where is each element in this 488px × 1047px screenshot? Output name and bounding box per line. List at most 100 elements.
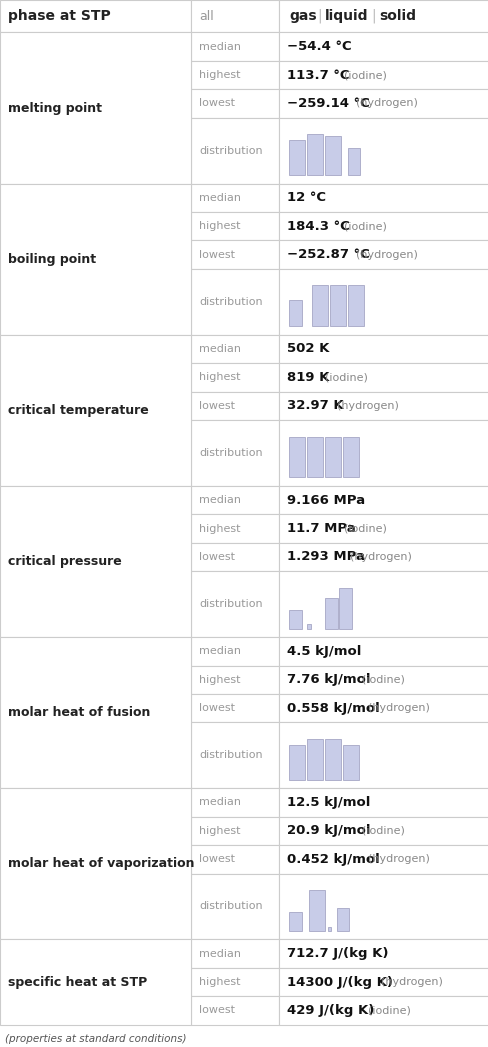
Text: (iodine): (iodine) <box>354 826 404 836</box>
Bar <box>191 542 279 572</box>
Bar <box>191 269 279 335</box>
Text: distribution: distribution <box>199 901 262 912</box>
Text: specific heat at STP: specific heat at STP <box>8 976 147 988</box>
Bar <box>347 149 359 175</box>
Text: 4.5 kJ/mol: 4.5 kJ/mol <box>286 645 361 658</box>
Bar <box>339 587 351 628</box>
Bar <box>191 514 279 542</box>
Bar <box>191 817 279 845</box>
Bar <box>191 722 279 788</box>
Bar <box>0 183 191 335</box>
Text: (iodine): (iodine) <box>336 524 386 534</box>
Bar <box>0 335 191 486</box>
Text: 429 J/(kg K): 429 J/(kg K) <box>286 1004 374 1017</box>
Bar <box>279 514 488 542</box>
Text: (hydrogen): (hydrogen) <box>348 98 417 109</box>
Bar <box>342 745 359 780</box>
Text: median: median <box>199 798 241 807</box>
Bar <box>0 0 191 32</box>
Text: (hydrogen): (hydrogen) <box>361 854 429 865</box>
Bar <box>279 392 488 420</box>
Text: (properties at standard conditions): (properties at standard conditions) <box>5 1033 186 1044</box>
Bar <box>279 638 488 666</box>
Bar <box>288 437 305 477</box>
Text: median: median <box>199 646 241 656</box>
Text: highest: highest <box>199 524 240 534</box>
Text: 819 K: 819 K <box>286 371 329 384</box>
Text: solid: solid <box>378 9 415 23</box>
Text: highest: highest <box>199 826 240 836</box>
Text: 11.7 MPa: 11.7 MPa <box>286 522 355 535</box>
Bar <box>279 420 488 486</box>
Bar <box>288 913 301 931</box>
Bar <box>306 134 323 175</box>
Text: boiling point: boiling point <box>8 252 96 266</box>
Bar <box>288 140 305 175</box>
Bar <box>325 437 341 477</box>
Text: −259.14 °C: −259.14 °C <box>286 97 369 110</box>
Text: (iodine): (iodine) <box>361 1005 410 1016</box>
Text: lowest: lowest <box>199 704 235 713</box>
Bar <box>279 967 488 997</box>
Bar <box>191 572 279 638</box>
Text: distribution: distribution <box>199 146 262 156</box>
Bar <box>336 909 348 931</box>
Bar <box>0 638 191 788</box>
Bar <box>279 213 488 241</box>
Text: highest: highest <box>199 977 240 987</box>
Bar <box>0 939 191 1025</box>
Bar <box>191 939 279 967</box>
Bar <box>279 61 488 89</box>
Bar <box>0 788 191 939</box>
Text: 9.166 MPa: 9.166 MPa <box>286 494 365 507</box>
Bar <box>279 572 488 638</box>
Text: (iodine): (iodine) <box>317 373 367 382</box>
Bar <box>279 183 488 213</box>
Bar <box>191 335 279 363</box>
Text: 7.76 kJ/mol: 7.76 kJ/mol <box>286 673 370 686</box>
Bar <box>279 269 488 335</box>
Text: (hydrogen): (hydrogen) <box>361 704 429 713</box>
Text: lowest: lowest <box>199 249 235 260</box>
Text: all: all <box>199 9 213 23</box>
Bar <box>329 286 345 327</box>
Text: gas: gas <box>288 9 316 23</box>
Text: highest: highest <box>199 221 240 231</box>
Bar <box>0 32 191 183</box>
Bar <box>279 666 488 694</box>
Text: 32.97 K: 32.97 K <box>286 399 343 413</box>
Text: 502 K: 502 K <box>286 342 329 356</box>
Bar <box>191 638 279 666</box>
Text: distribution: distribution <box>199 751 262 760</box>
Text: distribution: distribution <box>199 448 262 458</box>
Bar <box>308 890 325 931</box>
Text: (hydrogen): (hydrogen) <box>342 552 411 562</box>
Text: 1.293 MPa: 1.293 MPa <box>286 551 364 563</box>
Text: |: | <box>370 9 375 23</box>
Bar <box>191 873 279 939</box>
Bar <box>191 213 279 241</box>
Bar <box>279 997 488 1025</box>
Text: 0.558 kJ/mol: 0.558 kJ/mol <box>286 701 379 715</box>
Bar <box>191 845 279 873</box>
Bar <box>279 845 488 873</box>
Text: (iodine): (iodine) <box>354 674 404 685</box>
Bar <box>288 610 301 628</box>
Bar <box>191 392 279 420</box>
Bar <box>342 437 359 477</box>
Text: median: median <box>199 495 241 505</box>
Text: median: median <box>199 42 241 51</box>
Text: (hydrogen): (hydrogen) <box>373 977 442 987</box>
Bar <box>279 32 488 61</box>
Text: highest: highest <box>199 70 240 80</box>
Text: 12.5 kJ/mol: 12.5 kJ/mol <box>286 796 369 809</box>
Bar <box>279 335 488 363</box>
Bar <box>191 694 279 722</box>
Bar <box>0 486 191 638</box>
Bar <box>191 788 279 817</box>
Text: molar heat of vaporization: molar heat of vaporization <box>8 857 194 870</box>
Bar <box>191 997 279 1025</box>
Text: 113.7 °C: 113.7 °C <box>286 68 349 82</box>
Text: −54.4 °C: −54.4 °C <box>286 40 351 53</box>
Bar <box>191 0 279 32</box>
